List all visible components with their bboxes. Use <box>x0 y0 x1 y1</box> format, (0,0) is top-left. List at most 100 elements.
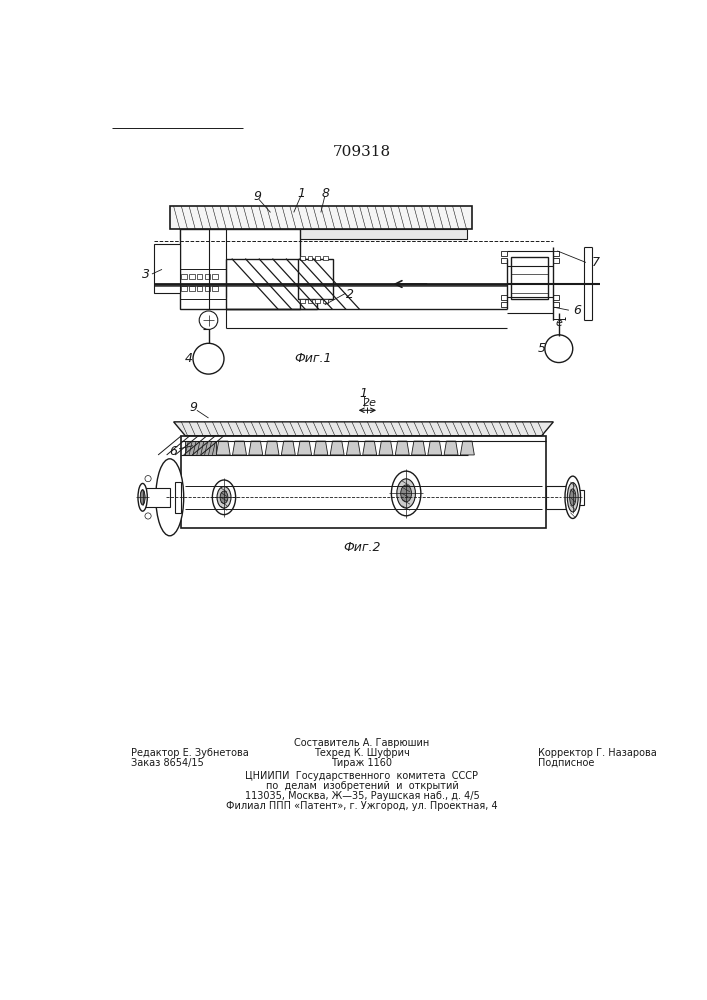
Bar <box>175 482 182 513</box>
Bar <box>501 258 507 263</box>
Text: 1: 1 <box>298 187 305 200</box>
Polygon shape <box>363 441 377 455</box>
Circle shape <box>193 343 224 374</box>
Text: 1: 1 <box>359 387 368 400</box>
Bar <box>554 295 559 300</box>
Text: 8: 8 <box>322 187 329 200</box>
Bar <box>204 274 210 279</box>
Ellipse shape <box>567 483 578 512</box>
Polygon shape <box>265 441 279 455</box>
Ellipse shape <box>140 490 145 504</box>
Bar <box>182 286 187 291</box>
Text: 9: 9 <box>253 190 262 203</box>
Text: 7: 7 <box>592 256 600 269</box>
Ellipse shape <box>565 476 580 518</box>
Bar <box>189 286 194 291</box>
Text: Фиг.1: Фиг.1 <box>294 352 332 365</box>
Bar <box>501 251 507 256</box>
Bar <box>308 299 312 303</box>
Bar <box>510 257 548 299</box>
Ellipse shape <box>217 487 231 508</box>
Bar <box>501 295 507 300</box>
Polygon shape <box>346 441 361 455</box>
Polygon shape <box>411 441 426 455</box>
Text: Заказ 8654/15: Заказ 8654/15 <box>131 758 204 768</box>
Bar <box>154 244 180 293</box>
Ellipse shape <box>392 471 421 516</box>
Bar <box>204 286 210 291</box>
Bar <box>315 256 320 260</box>
Bar <box>300 299 305 303</box>
Text: Тираж 1160: Тираж 1160 <box>332 758 392 768</box>
Text: 2e: 2e <box>363 398 377 408</box>
Bar <box>180 229 467 239</box>
Text: ЦНИИПИ  Государственного  комитета  СССР: ЦНИИПИ Государственного комитета СССР <box>245 771 479 781</box>
Polygon shape <box>216 441 230 455</box>
Polygon shape <box>249 441 263 455</box>
Bar <box>323 256 328 260</box>
Text: e: e <box>556 318 562 328</box>
Bar <box>546 486 573 509</box>
Ellipse shape <box>212 480 235 515</box>
Text: по  делам  изобретений  и  открытий: по делам изобретений и открытий <box>266 781 458 791</box>
Text: Корректор Г. Назарова: Корректор Г. Назарова <box>538 748 657 758</box>
Bar <box>300 256 305 260</box>
Text: 5: 5 <box>537 342 546 355</box>
Bar <box>308 256 312 260</box>
Circle shape <box>199 311 218 329</box>
Text: Фиг.2: Фиг.2 <box>343 541 380 554</box>
Bar <box>197 286 202 291</box>
Circle shape <box>145 513 151 519</box>
Text: 113035, Москва, Ж—35, Раушская наб., д. 4/5: 113035, Москва, Ж—35, Раушская наб., д. … <box>245 791 479 801</box>
Bar <box>185 441 216 455</box>
Text: Составитель А. Гаврюшин: Составитель А. Гаврюшин <box>294 738 430 748</box>
Bar <box>554 251 559 256</box>
Ellipse shape <box>220 491 228 503</box>
Polygon shape <box>298 441 312 455</box>
Bar <box>501 302 507 307</box>
Bar <box>554 302 559 307</box>
Bar <box>554 258 559 263</box>
Polygon shape <box>444 441 458 455</box>
Polygon shape <box>460 441 474 455</box>
Text: Филиал ППП «Патент», г. Ужгород, ул. Проектная, 4: Филиал ППП «Патент», г. Ужгород, ул. Про… <box>226 801 498 811</box>
Text: 2: 2 <box>346 288 354 301</box>
Ellipse shape <box>156 459 184 536</box>
Polygon shape <box>281 441 296 455</box>
Bar <box>180 229 300 309</box>
Text: Техред К. Шуфрич: Техред К. Шуфрич <box>314 748 410 758</box>
Polygon shape <box>395 441 409 455</box>
Text: 9: 9 <box>189 401 197 414</box>
Bar <box>212 274 218 279</box>
Ellipse shape <box>570 489 575 506</box>
Polygon shape <box>379 441 393 455</box>
Ellipse shape <box>397 479 416 508</box>
Bar <box>212 286 218 291</box>
Bar <box>189 274 194 279</box>
Ellipse shape <box>140 490 145 505</box>
Bar <box>573 490 585 505</box>
Bar <box>226 259 317 309</box>
Text: Редактор Е. Зубнетова: Редактор Е. Зубнетова <box>131 748 249 758</box>
Bar <box>182 274 187 279</box>
Text: Подписное: Подписное <box>538 758 595 768</box>
Bar <box>182 436 546 528</box>
Text: 6: 6 <box>573 304 580 317</box>
Bar <box>298 259 332 299</box>
Bar <box>323 299 328 303</box>
Bar <box>143 488 170 507</box>
Ellipse shape <box>138 483 147 511</box>
Text: 6: 6 <box>170 445 177 458</box>
Text: 709318: 709318 <box>333 145 391 159</box>
Polygon shape <box>174 422 554 436</box>
Bar <box>315 299 320 303</box>
Circle shape <box>145 476 151 482</box>
Polygon shape <box>314 441 328 455</box>
Polygon shape <box>233 441 247 455</box>
Bar <box>170 206 472 229</box>
Circle shape <box>545 335 573 363</box>
Polygon shape <box>330 441 344 455</box>
Text: 4: 4 <box>185 352 193 365</box>
Text: 3: 3 <box>142 267 151 280</box>
Bar <box>197 274 202 279</box>
